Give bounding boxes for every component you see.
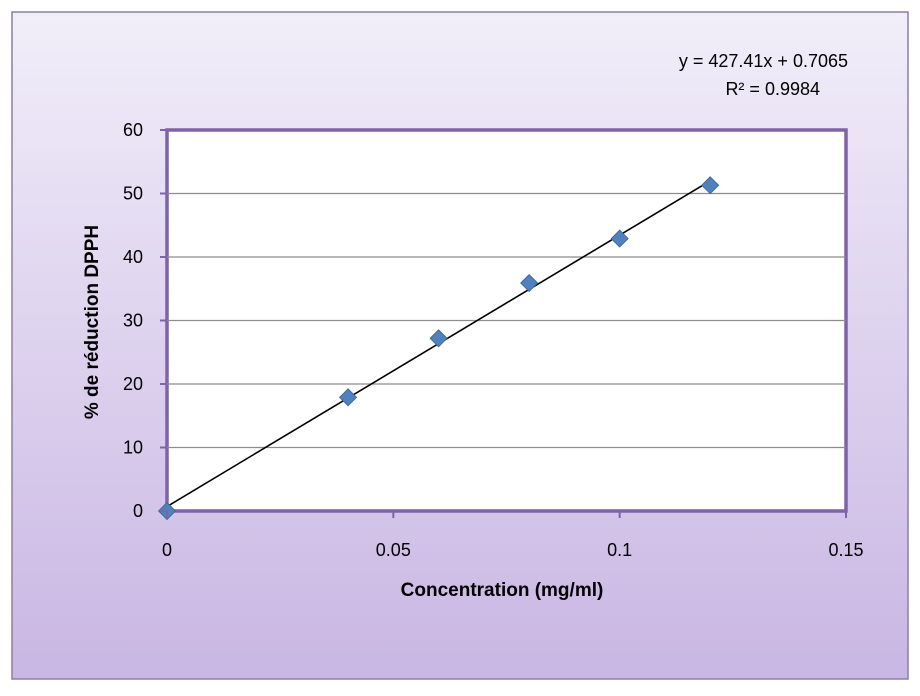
y-tick-label: 30	[123, 311, 143, 331]
x-tick-label: 0.1	[607, 540, 632, 560]
y-tick-labels: 0 10 20 30 40 50 60	[123, 120, 167, 521]
y-axis-title: % de réduction DPPH	[82, 225, 103, 419]
y-tick-label: 50	[123, 184, 143, 204]
data-point	[701, 176, 720, 195]
x-axis-title: Concentration (mg/ml)	[401, 580, 604, 601]
trendline-equation: y = 427.41x + 0.7065	[679, 51, 848, 71]
y-tick-label: 40	[123, 247, 143, 267]
data-point	[339, 388, 358, 407]
data-point	[520, 273, 539, 293]
x-tick-label: 0.15	[828, 540, 863, 560]
trendline-r-squared: R² = 0.9984	[725, 79, 820, 99]
x-tick-labels: 0 0.05 0.1 0.15	[162, 511, 864, 560]
y-tick-label: 10	[123, 438, 143, 458]
data-point	[610, 229, 629, 248]
gridlines	[167, 192, 846, 449]
y-tick-label: 60	[123, 120, 143, 140]
x-tick-label: 0.05	[376, 540, 411, 560]
x-tick-label: 0	[162, 540, 172, 560]
y-tick-label: 0	[133, 501, 143, 521]
y-tick-label: 20	[123, 374, 143, 394]
data-point	[429, 329, 448, 348]
